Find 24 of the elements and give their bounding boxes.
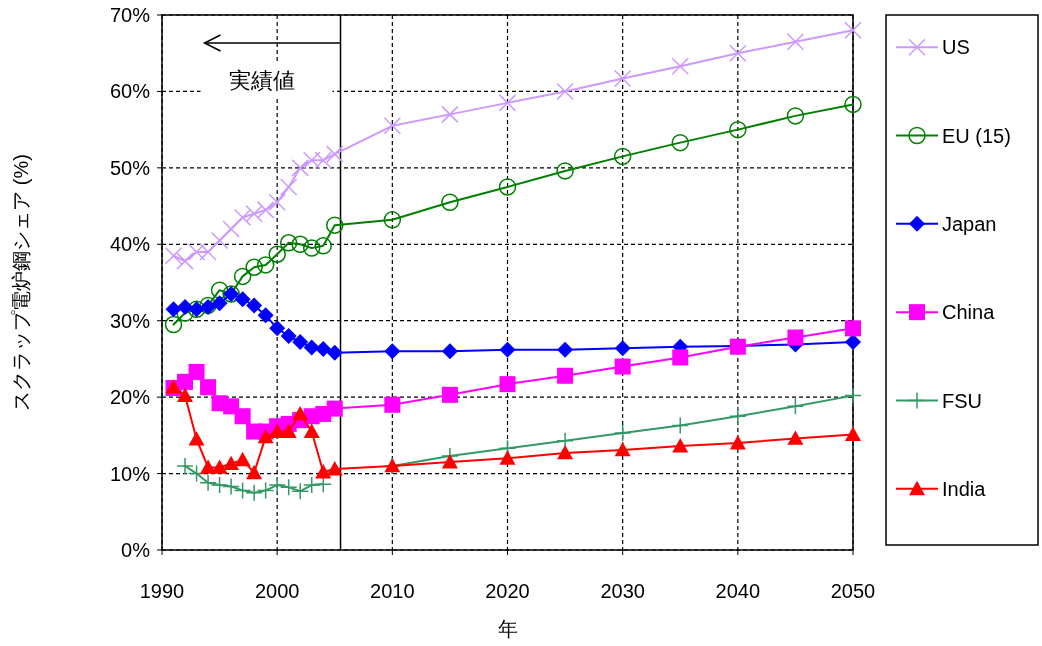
x-tick-label: 2040 bbox=[715, 580, 761, 602]
y-tick-label: 30% bbox=[109, 309, 151, 332]
y-tick-label: 0% bbox=[121, 539, 151, 561]
legend-label: Japan bbox=[942, 212, 997, 235]
y-tick-label: 50% bbox=[109, 156, 151, 179]
x-tick-label: 2000 bbox=[254, 580, 300, 602]
y-tick-label: 70% bbox=[109, 4, 151, 26]
legend-label: EU (15) bbox=[942, 124, 1011, 147]
y-tick-label: 60% bbox=[109, 80, 151, 103]
ref-line-label: 実績値 bbox=[228, 68, 295, 93]
x-tick-label: 2020 bbox=[485, 580, 530, 602]
y-tick-label: 40% bbox=[109, 233, 151, 256]
x-tick-label: 2010 bbox=[370, 580, 415, 602]
x-tick-label: 1990 bbox=[139, 580, 185, 602]
legend-label: FSU bbox=[942, 389, 982, 412]
y-axis-title: スクラップ電炉鋼シェア (%) bbox=[10, 154, 32, 411]
y-tick-label: 10% bbox=[109, 462, 151, 485]
x-axis-title: 年 bbox=[497, 618, 518, 640]
legend-label: US bbox=[942, 36, 970, 59]
x-tick-label: 2050 bbox=[830, 580, 876, 602]
x-tick-label: 2030 bbox=[600, 580, 645, 602]
legend-label: China bbox=[942, 301, 996, 324]
y-tick-label: 20% bbox=[109, 386, 151, 409]
legend-label: India bbox=[942, 477, 987, 500]
